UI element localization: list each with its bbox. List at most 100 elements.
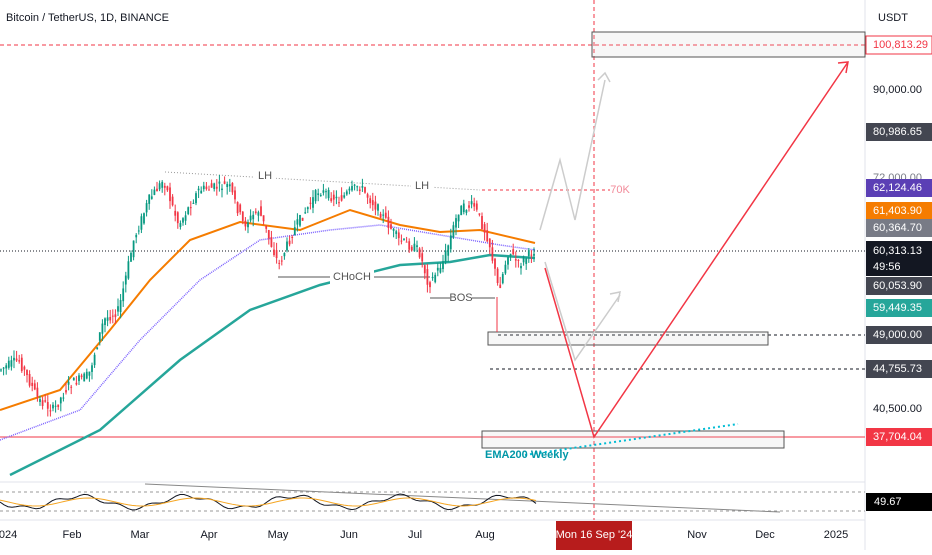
candle-body [486,230,489,242]
candle-body [457,214,460,222]
candle-body [36,387,39,397]
candle-body [122,288,125,302]
candle-body [369,198,372,204]
candle-body [218,181,221,184]
candle-body [169,187,171,202]
candle-body [439,267,442,273]
candle-body [241,211,244,221]
price-label: 60,313.13 [873,245,922,257]
price-label-bg [866,258,932,276]
price-label-bg [865,35,932,55]
candle-body [468,205,470,208]
candle-body [213,183,216,190]
candle-body [514,259,517,261]
symbol-title: Bitcoin / TetherUS, 1D, BINANCE [6,12,169,24]
candle-body [200,190,203,194]
candle-body [18,360,21,362]
candle-body [195,193,197,204]
candle-body [150,196,153,199]
candle-body [153,189,156,195]
candle-body [421,253,424,262]
candle-body [280,260,283,262]
candle-body [119,300,122,312]
candle-body [244,220,247,227]
rsi-label: 49.67 [874,496,902,508]
candle-body [26,369,28,376]
candle-body [371,200,374,206]
candle-body [392,228,395,231]
candle-body [304,212,307,214]
candle-body [67,381,70,385]
candle-body [387,216,390,229]
candle-body [296,219,299,225]
candle-body [390,224,392,229]
candle-body [148,194,151,204]
candle-body [465,209,468,213]
candle-body [5,365,8,369]
candle-body [379,213,382,218]
time-label: Feb [63,529,82,541]
candle-body [340,195,343,201]
candle-body [54,405,57,407]
candle-body [353,184,356,186]
price-label-bg [866,179,932,197]
price-label: 60,364.70 [873,222,922,234]
candle-body [400,240,403,242]
annotation-bg [254,169,276,183]
candle-body [249,215,252,221]
candle-body [504,264,507,274]
candle-body [254,211,257,213]
candle-body [317,193,320,196]
candle-body [215,186,218,189]
candle-body [405,241,408,243]
candle-body [520,265,522,269]
candle-body [525,258,528,264]
candle-body [166,186,169,191]
candle-body [257,212,260,216]
annotation: LH [258,170,272,182]
candle-body [70,386,73,388]
candle-body [2,367,5,369]
candle-body [356,186,359,188]
candle-body [158,183,161,190]
candle-body [509,253,512,257]
candle-body [13,357,15,361]
ema-weekly-line [524,423,739,456]
candle-body [189,207,192,209]
price-label-bg [866,123,932,141]
candle-body [96,347,99,350]
candle-body [426,269,429,285]
price-label: 59,449.35 [873,302,922,314]
annotation: EMA200 Weekly [485,449,569,461]
rsi-trend [144,483,781,513]
candle-body [231,183,234,193]
candle-body [512,249,515,255]
price-label-bg [866,241,932,261]
time-label: Apr [200,529,217,541]
candle-body [335,196,338,199]
candle-body [88,371,91,376]
candle-body [124,275,127,285]
price-label: 60,053.90 [873,280,922,292]
time-label: Mar [131,529,150,541]
candle-body [470,201,473,205]
candle-body [20,357,23,372]
candle-body [205,186,208,189]
candle-body [499,284,502,289]
candle-body [483,224,486,233]
candle-body [343,195,346,198]
candle-body [98,332,101,341]
candle-body [478,213,481,215]
candle-body [283,253,286,257]
candle-body [413,243,416,252]
candle-body [109,316,112,321]
price-label: 49,000.00 [873,329,922,341]
price-label: 90,000.00 [873,84,922,96]
candle-body [361,186,364,188]
candle-body [197,188,200,191]
candle-body [462,203,465,213]
price-label: 40,500.00 [873,403,922,415]
price-label-bg [866,360,932,378]
time-label: 2025 [824,529,848,541]
price-label-bg [866,202,932,220]
